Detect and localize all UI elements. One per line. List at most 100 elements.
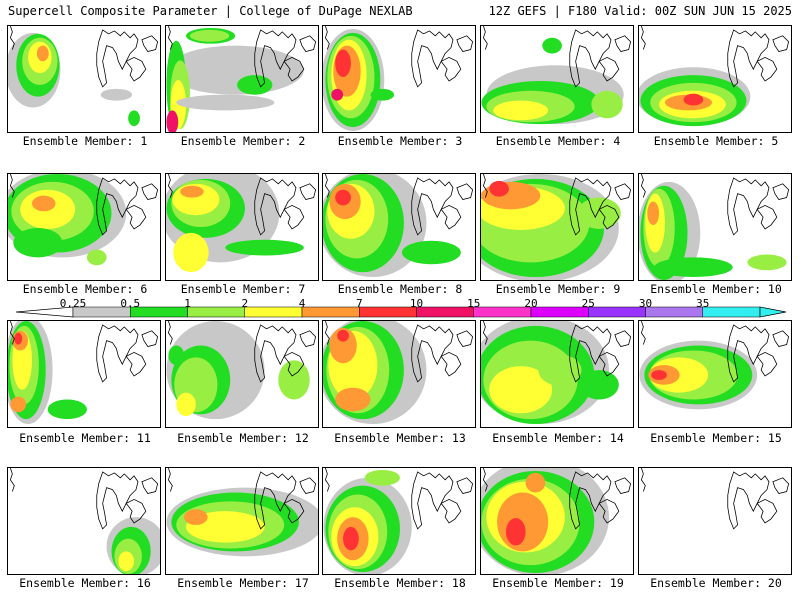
header-valid-time: 12Z GEFS | F180 Valid: 00Z SUN JUN 15 20… bbox=[488, 4, 792, 18]
great-lakes-outline bbox=[727, 177, 790, 236]
ensemble-map-4 bbox=[481, 26, 632, 125]
ensemble-panel-5 bbox=[638, 25, 792, 133]
coastline bbox=[482, 26, 488, 50]
ensemble-panel-1 bbox=[7, 25, 161, 133]
scp-contour bbox=[335, 189, 351, 206]
great-lakes-outline bbox=[96, 177, 159, 236]
coastline bbox=[640, 321, 646, 345]
scp-contour bbox=[128, 110, 140, 127]
colorbar-swatch bbox=[244, 306, 303, 318]
scp-contour bbox=[401, 240, 461, 265]
scp-contour bbox=[166, 110, 179, 132]
ensemble-map-17 bbox=[166, 468, 318, 557]
ensemble-map-15 bbox=[639, 321, 790, 410]
coastline bbox=[9, 321, 15, 345]
colorbar bbox=[15, 306, 787, 318]
scp-contour bbox=[184, 509, 208, 525]
coastline bbox=[167, 468, 173, 492]
ensemble-map-19 bbox=[481, 468, 632, 574]
scp-contour bbox=[538, 354, 582, 386]
coastline bbox=[167, 174, 173, 198]
scp-contour bbox=[505, 518, 526, 546]
scp-contour bbox=[343, 526, 359, 551]
coastline bbox=[324, 174, 330, 198]
colorbar-tick-label: 7 bbox=[355, 297, 363, 310]
coastline bbox=[167, 26, 173, 50]
scp-contour bbox=[329, 327, 357, 364]
ensemble-panel-15 bbox=[638, 320, 792, 428]
scp-contour bbox=[335, 387, 371, 412]
ensemble-map-2 bbox=[166, 26, 317, 132]
colorbar-swatch bbox=[645, 306, 703, 318]
great-lakes-outline bbox=[411, 177, 474, 236]
ensemble-member-label: Ensemble Member: 16 bbox=[19, 576, 151, 590]
scp-contour bbox=[331, 88, 344, 101]
coastline bbox=[640, 26, 646, 50]
ensemble-member-label: Ensemble Member: 2 bbox=[180, 134, 306, 148]
colorbar-tick-label: 20 bbox=[524, 297, 538, 310]
colorbar-swatch bbox=[301, 306, 360, 318]
great-lakes-outline bbox=[727, 29, 790, 88]
ensemble-map-7 bbox=[166, 174, 317, 273]
colorbar-swatch bbox=[187, 306, 245, 318]
coastline bbox=[9, 174, 15, 198]
scp-contour bbox=[683, 93, 704, 106]
scp-contour bbox=[10, 396, 27, 413]
ensemble-panel-16 bbox=[7, 467, 161, 575]
scp-contour bbox=[173, 232, 209, 273]
colorbar-swatch bbox=[530, 306, 589, 318]
scp-contour bbox=[14, 332, 23, 345]
great-lakes-outline bbox=[96, 324, 159, 383]
colorbar-right-arrow bbox=[759, 306, 787, 318]
ensemble-member-label: Ensemble Member: 12 bbox=[177, 431, 309, 445]
ensemble-member-label: Ensemble Member: 9 bbox=[495, 282, 621, 296]
coastline bbox=[482, 321, 488, 345]
scp-contour bbox=[489, 180, 509, 197]
scp-contour bbox=[370, 88, 395, 101]
coastline bbox=[482, 174, 488, 198]
ensemble-map-1 bbox=[8, 26, 159, 127]
ensemble-member-label: Ensemble Member: 3 bbox=[337, 134, 463, 148]
great-lakes-outline bbox=[254, 29, 317, 88]
ensemble-panel-6 bbox=[7, 173, 161, 281]
ensemble-map-14 bbox=[481, 321, 632, 425]
ensemble-panel-4 bbox=[480, 25, 634, 133]
colorbar-swatch bbox=[416, 306, 474, 318]
ensemble-panel-17 bbox=[165, 467, 319, 575]
ensemble-member-label: Ensemble Member: 7 bbox=[180, 282, 306, 296]
ensemble-panel-12 bbox=[165, 320, 319, 428]
colorbar-tick-label: 2 bbox=[241, 297, 249, 310]
coastline bbox=[640, 468, 646, 492]
coastline bbox=[324, 468, 330, 492]
ensemble-map-6 bbox=[8, 174, 159, 266]
ensemble-map-10 bbox=[639, 174, 790, 280]
scp-contour bbox=[497, 492, 549, 552]
ensemble-panel-20 bbox=[638, 467, 792, 575]
scp-contour bbox=[176, 392, 196, 417]
great-lakes-outline bbox=[411, 29, 474, 88]
scp-contour bbox=[168, 345, 185, 366]
ensemble-map-13 bbox=[323, 321, 474, 425]
great-lakes-outline bbox=[96, 29, 159, 88]
ensemble-panel-18 bbox=[322, 467, 476, 575]
ensemble-panel-7 bbox=[165, 173, 319, 281]
scp-contour bbox=[747, 254, 787, 271]
ensemble-member-label: Ensemble Member: 14 bbox=[492, 431, 624, 445]
coastline bbox=[324, 26, 330, 50]
scp-contour bbox=[176, 94, 275, 111]
scp-contour bbox=[13, 227, 63, 258]
scp-contour bbox=[278, 360, 310, 400]
scp-contour bbox=[47, 399, 87, 420]
ensemble-map-3 bbox=[323, 26, 474, 132]
ensemble-map-16 bbox=[9, 468, 160, 574]
ensemble-panel-19 bbox=[480, 467, 634, 575]
ensemble-map-5 bbox=[639, 26, 790, 127]
scp-contour bbox=[180, 185, 204, 198]
ensemble-map-9 bbox=[481, 174, 632, 280]
ensemble-map-11 bbox=[8, 321, 159, 425]
coastline bbox=[324, 321, 330, 345]
great-lakes-outline bbox=[569, 471, 632, 530]
great-lakes-outline bbox=[254, 324, 317, 383]
colorbar-tick-label: 1 bbox=[184, 297, 191, 310]
scp-contour bbox=[651, 370, 667, 380]
